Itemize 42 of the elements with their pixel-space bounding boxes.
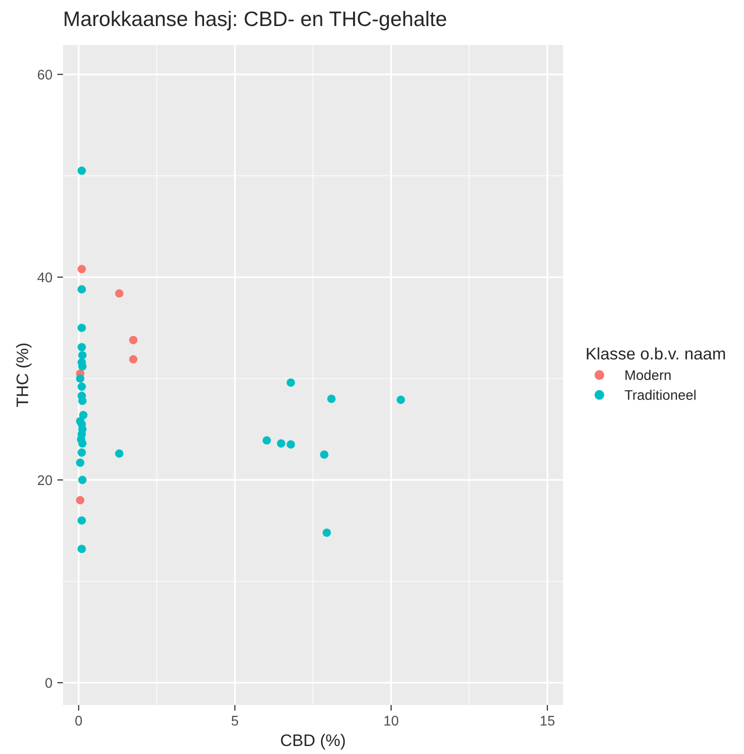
point [78, 351, 87, 360]
point [78, 476, 87, 484]
x-tick-label: 15 [540, 716, 555, 726]
y-tick-label: 0 [45, 678, 52, 688]
point [327, 394, 336, 403]
point [78, 285, 86, 294]
point [78, 166, 86, 175]
point [76, 458, 84, 467]
point [78, 439, 87, 448]
x-tick-label: 5 [232, 716, 238, 726]
x-tick-label: 10 [384, 716, 398, 726]
point [76, 496, 84, 504]
point [396, 396, 405, 404]
point [322, 528, 331, 537]
y-tick-label: 40 [37, 272, 52, 282]
point [78, 448, 86, 457]
chart-title: Marokkaanse hasj: CBD- en THC-gehalte [64, 10, 446, 30]
point [78, 544, 86, 554]
point [276, 439, 286, 448]
y-axis-title: THC (%) [16, 344, 32, 408]
point [286, 440, 295, 449]
legend-title: Klasse o.b.v. naam [586, 347, 725, 360]
point [129, 355, 138, 364]
point [78, 396, 87, 406]
point [76, 374, 84, 383]
point [78, 382, 86, 391]
point [286, 378, 295, 387]
point [129, 336, 138, 344]
legend-label: Modern [626, 370, 671, 380]
point [78, 516, 86, 525]
legend-label: Traditioneel [624, 390, 696, 400]
point [78, 324, 86, 332]
x-axis-title: CBD (%) [280, 734, 345, 750]
point [320, 450, 328, 459]
point [78, 264, 86, 274]
y-tick-label: 20 [38, 475, 52, 486]
point [78, 342, 86, 352]
x-tick-label: 0 [75, 716, 82, 726]
y-tick-label: 60 [38, 70, 52, 80]
point [115, 289, 124, 298]
point [262, 436, 271, 445]
point [115, 449, 124, 458]
